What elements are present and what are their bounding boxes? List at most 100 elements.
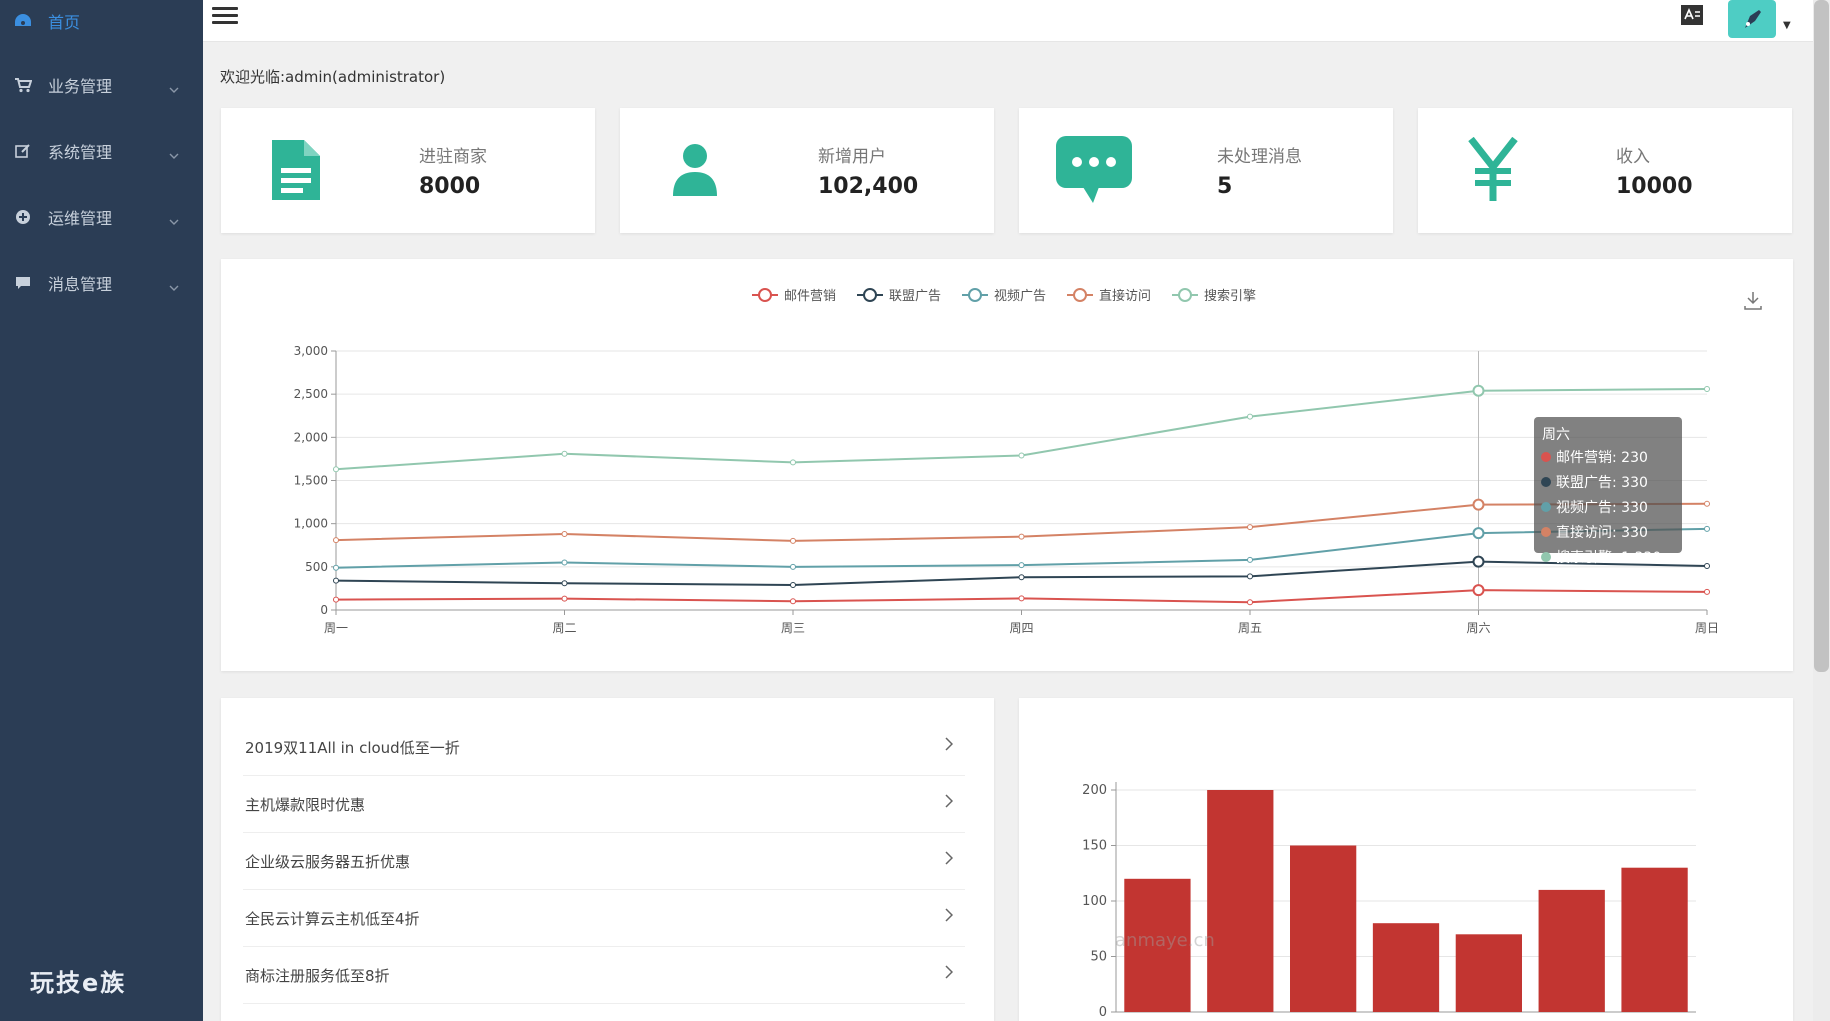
tooltip-swatch: [1541, 477, 1551, 487]
stat-label: 新增用户: [818, 147, 886, 167]
sidebar-item-business[interactable]: 业务管理: [0, 52, 203, 118]
caret-down-icon[interactable]: ▼: [1783, 20, 1791, 31]
y-tick-label: 1,500: [294, 474, 328, 488]
sidebar-item-label: 首页: [48, 13, 81, 32]
chevron-right-icon: [945, 908, 954, 926]
stat-value: 5: [1217, 174, 1233, 199]
data-point: [1472, 384, 1485, 397]
sidebar-item-label: 业务管理: [48, 77, 113, 96]
bar: [1290, 845, 1357, 1012]
sidebar-item-label: 消息管理: [48, 275, 113, 294]
data-point: [790, 537, 796, 544]
tooltip-swatch: [1541, 527, 1551, 537]
data-point: [790, 581, 796, 588]
chevron-right-icon: [945, 965, 954, 983]
line-chart: 0 500 1,000 1,500 2,000 2,500 3,000 周一 周二 周三 周四 周五 周…: [294, 288, 1762, 635]
list-item[interactable]: 企业级云服务器五折优惠: [243, 833, 965, 890]
y-tick-label: 2,000: [294, 430, 328, 444]
welcome-text: 欢迎光临:admin(administrator): [220, 68, 446, 86]
chevron-down-icon: [169, 210, 179, 229]
data-point: [1018, 562, 1025, 569]
list-item[interactable]: 全民云计算云主机低至4折: [243, 890, 965, 947]
topbar: ▼: [203, 0, 1813, 42]
data-point: [1018, 452, 1025, 459]
legend-label: 邮件营销: [784, 289, 836, 304]
chevron-right-icon: [945, 794, 954, 812]
list-item-text: 企业级云服务器五折优惠: [245, 853, 411, 871]
legend-marker: [1073, 288, 1087, 302]
data-point: [561, 531, 568, 538]
data-point: [1018, 595, 1025, 602]
scrollbar-thumb[interactable]: [1814, 0, 1829, 672]
y-tick-label: 2,500: [294, 387, 328, 401]
avatar[interactable]: [1728, 0, 1776, 38]
tooltip-line: 直接访问: 330: [1556, 524, 1648, 541]
legend-label: 直接访问: [1099, 288, 1151, 304]
x-tick-label: 周一: [324, 621, 348, 635]
bar-chart-card: 0 50 100 150 200: [1019, 698, 1793, 1021]
chevron-down-icon: [169, 78, 179, 97]
document-icon: [256, 130, 336, 210]
data-point: [1704, 525, 1710, 532]
cart-icon: [12, 74, 34, 96]
data-point: [1704, 562, 1710, 569]
tooltip-swatch: [1541, 552, 1551, 562]
data-point: [333, 596, 339, 603]
plus-circle-icon: [12, 206, 34, 228]
bar-chart: 0 50 100 150 200: [1082, 782, 1696, 1020]
watermark: anmaye.cn: [1115, 930, 1215, 951]
y-tick-label: 0: [1099, 1005, 1107, 1020]
legend-marker: [1178, 288, 1192, 302]
y-tick-label: 100: [1082, 894, 1107, 909]
bar: [1621, 867, 1688, 1012]
data-point: [561, 450, 568, 457]
menu-toggle-icon[interactable]: [212, 4, 238, 28]
stat-label: 收入: [1616, 147, 1650, 167]
sidebar-item-ops[interactable]: 运维管理: [0, 184, 203, 250]
data-point: [1472, 498, 1485, 511]
stat-card-messages: 未处理消息 5: [1019, 108, 1393, 233]
data-point: [1704, 500, 1710, 507]
data-point: [561, 580, 568, 587]
news-list: 2019双11All in cloud低至一折 主机爆款限时优惠 企业级云服务器…: [221, 698, 994, 1021]
chevron-right-icon: [945, 737, 954, 755]
legend-marker: [758, 288, 772, 302]
legend-marker: [968, 288, 982, 302]
data-point: [1472, 555, 1485, 568]
screen-toggle-icon[interactable]: [1680, 4, 1704, 28]
data-point: [333, 537, 339, 544]
list-item-text: 商标注册服务低至8折: [245, 967, 390, 985]
tooltip-line: 视频广告: 330: [1556, 500, 1648, 516]
legend-marker: [863, 288, 877, 302]
tooltip-line: 联盟广告: 330: [1556, 475, 1648, 491]
yuan-icon: [1453, 130, 1533, 210]
sidebar-item-messages[interactable]: 消息管理: [0, 250, 203, 316]
stat-label: 进驻商家: [419, 147, 487, 167]
chat-bubble-icon: [1054, 130, 1134, 210]
list-item-text: 主机爆款限时优惠: [245, 796, 366, 814]
data-point: [561, 559, 568, 566]
list-item[interactable]: 主机爆款限时优惠: [243, 776, 965, 833]
data-point: [333, 577, 339, 584]
line-chart-card: 0 500 1,000 1,500 2,000 2,500 3,000 周一 周二 周三 周四 周五 周…: [221, 259, 1793, 671]
bar: [1124, 878, 1191, 1012]
bar: [1207, 790, 1274, 1012]
sidebar-item-system[interactable]: 系统管理: [0, 118, 203, 184]
sidebar: 首页 业务管理 系统管理 运维管理 消息管理 玩技e族: [0, 0, 203, 1021]
sidebar-item-home[interactable]: 首页: [0, 0, 203, 42]
edit-icon: [12, 140, 34, 162]
legend-label: 联盟广告: [889, 289, 941, 304]
stat-card-merchants: 进驻商家 8000: [221, 108, 595, 233]
download-icon[interactable]: [1744, 292, 1762, 310]
x-tick-label: 周五: [1238, 621, 1262, 635]
legend-label: 搜索引擎: [1204, 289, 1256, 304]
data-point: [1018, 533, 1025, 540]
data-point: [1247, 599, 1253, 606]
message-icon: [12, 272, 34, 294]
list-item[interactable]: 2019双11All in cloud低至一折: [243, 719, 965, 776]
list-item[interactable]: 商标注册服务低至8折: [243, 947, 965, 1004]
sidebar-item-label: 系统管理: [48, 143, 113, 162]
stat-card-income: 收入 10000: [1418, 108, 1792, 233]
data-point: [1018, 574, 1025, 581]
list-item-text: 全民云计算云主机低至4折: [245, 910, 420, 928]
